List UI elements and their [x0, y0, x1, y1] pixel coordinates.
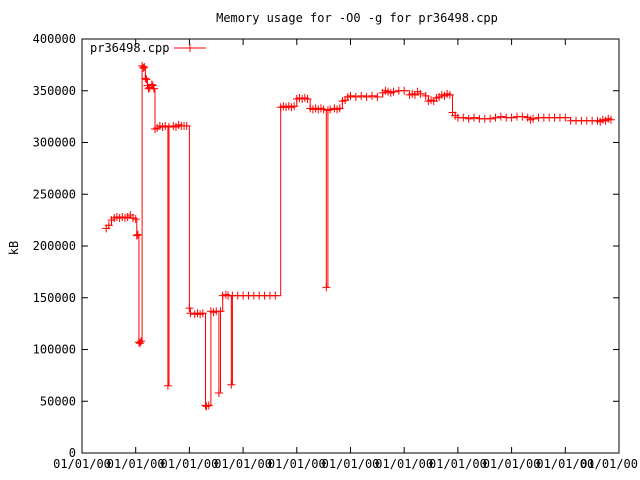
x-tick-label: 01/01/00	[483, 457, 541, 471]
data-point	[326, 105, 335, 114]
y-tick-label: 50000	[40, 394, 76, 408]
data-point	[138, 61, 147, 70]
data-point	[335, 104, 344, 113]
data-point	[491, 113, 500, 122]
series-layer	[102, 61, 615, 411]
data-point	[214, 388, 223, 397]
data-point	[198, 309, 207, 318]
data-point	[322, 283, 331, 292]
data-point	[141, 74, 150, 83]
data-point	[132, 231, 141, 240]
plot-frame	[81, 38, 620, 454]
data-point	[507, 113, 516, 122]
legend-label-pr36498: pr36498.cpp	[90, 41, 169, 55]
data-point	[135, 339, 144, 348]
data-point	[486, 114, 495, 123]
data-point	[290, 102, 299, 111]
x-tick-label: 01/01/00	[268, 457, 326, 471]
data-point	[149, 84, 158, 93]
x-tick-label: 01/01/00	[214, 457, 272, 471]
y-tick-label: 250000	[33, 187, 76, 201]
data-point	[351, 92, 360, 101]
x-tick-label: 01/01/00	[536, 457, 594, 471]
data-point	[163, 381, 172, 390]
data-point	[561, 113, 570, 122]
data-point	[606, 115, 615, 124]
x-tick-label: 01/01/00	[429, 457, 487, 471]
data-point	[182, 121, 191, 130]
x-tick-label: 01/01/00	[322, 457, 380, 471]
data-point	[151, 125, 160, 134]
legend-marker-pr36498	[186, 44, 194, 52]
data-point	[133, 230, 142, 239]
x-tick-label: 01/01/00	[161, 457, 219, 471]
data-point	[216, 307, 225, 316]
y-axis-label: kB	[7, 241, 21, 255]
y-tick-label: 200000	[33, 239, 76, 253]
data-point	[389, 87, 398, 96]
data-point	[227, 380, 236, 389]
data-point	[142, 75, 151, 84]
x-axis-ticks: 01/01/0001/01/0001/01/0001/01/0001/01/00…	[53, 39, 638, 471]
data-point	[204, 401, 213, 410]
data-point	[303, 95, 312, 104]
data-point	[131, 215, 140, 224]
data-point	[147, 80, 156, 89]
chart-title: Memory usage for -O0 -g for pr36498.cpp	[216, 11, 498, 25]
data-point	[400, 86, 409, 95]
x-tick-label: 01/01/00	[375, 457, 433, 471]
series-line-pr36498	[106, 65, 612, 407]
data-point	[373, 92, 382, 101]
data-point	[271, 291, 280, 300]
data-point	[421, 91, 430, 100]
y-axis-ticks: 0 50000 100000 150000 200000 250000 300000 3500…	[33, 32, 619, 460]
data-point	[496, 112, 505, 121]
data-point	[367, 91, 376, 100]
x-tick-label: 01/01/00	[53, 457, 111, 471]
y-tick-label: 300000	[33, 136, 76, 150]
x-tick-label: 01/01/00	[580, 457, 638, 471]
data-point	[362, 92, 371, 101]
data-point	[459, 113, 468, 122]
y-tick-label: 400000	[33, 32, 76, 46]
data-point	[186, 309, 195, 318]
data-point	[140, 62, 149, 71]
data-point	[357, 91, 366, 100]
data-point	[346, 91, 355, 100]
data-point	[470, 113, 479, 122]
data-point	[137, 337, 146, 346]
data-point	[416, 89, 425, 98]
legend: pr36498.cpp	[90, 41, 206, 55]
data-point	[161, 121, 170, 130]
data-point	[185, 304, 194, 313]
y-tick-label: 100000	[33, 343, 76, 357]
data-point	[202, 402, 211, 411]
data-point	[445, 90, 454, 99]
data-point	[164, 122, 173, 131]
y-tick-label: 350000	[33, 84, 76, 98]
y-tick-label: 0	[69, 446, 76, 460]
data-point	[323, 106, 332, 115]
data-point	[134, 338, 143, 347]
data-point	[221, 290, 230, 299]
y-tick-label: 150000	[33, 291, 76, 305]
data-point	[464, 114, 473, 123]
data-point	[139, 63, 148, 72]
x-tick-label: 01/01/00	[107, 457, 165, 471]
data-point	[518, 112, 527, 121]
data-point	[529, 114, 538, 123]
data-point	[104, 221, 113, 230]
